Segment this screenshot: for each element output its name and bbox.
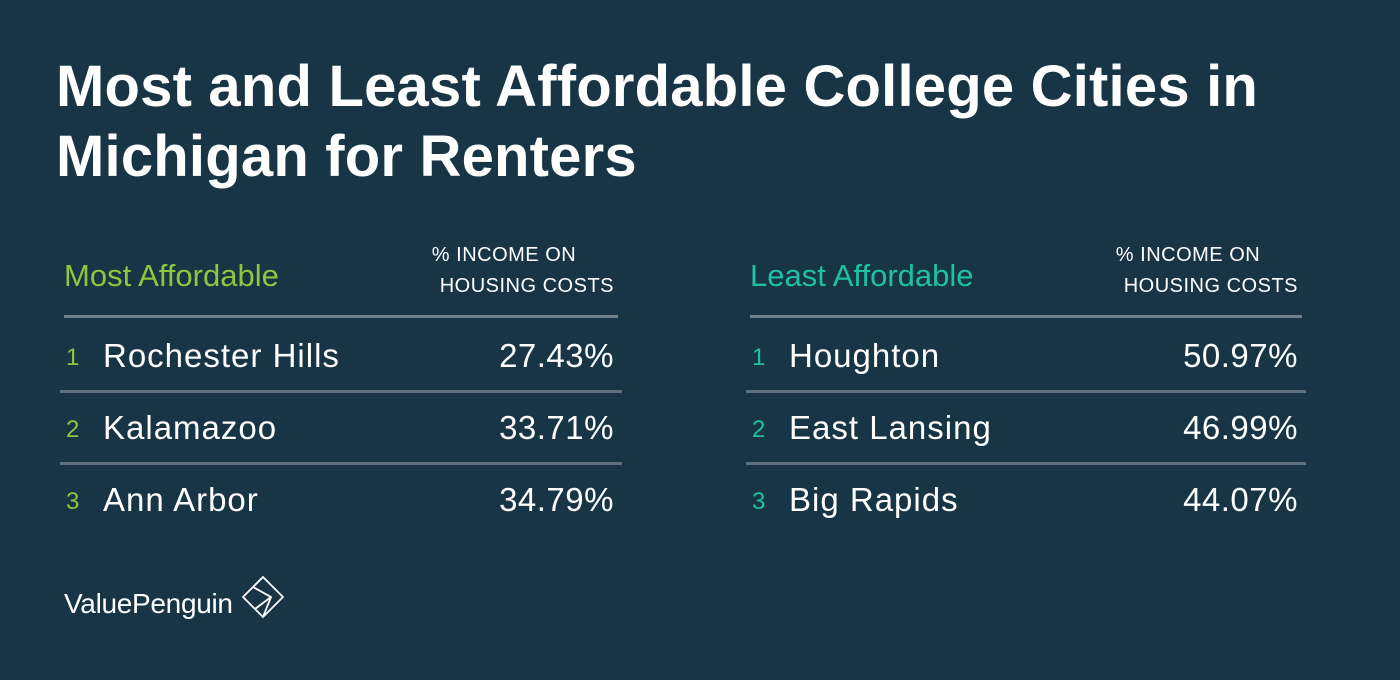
table-row: 3 Big Rapids 44.07% bbox=[746, 464, 1306, 536]
column-header-line1: % INCOME ON bbox=[1115, 244, 1261, 266]
row-city: Kalamazoo bbox=[103, 409, 278, 446]
row-city: East Lansing bbox=[789, 409, 992, 446]
column-header: % INCOME ON HOUSING COSTS bbox=[1078, 240, 1298, 302]
row-divider bbox=[60, 462, 622, 465]
column-header-line1: % INCOME ON bbox=[431, 244, 577, 266]
most-affordable-table: Most Affordable % INCOME ON HOUSING COST… bbox=[60, 240, 622, 518]
row-divider bbox=[746, 390, 1306, 393]
table-row: 3 Ann Arbor 34.79% bbox=[60, 464, 622, 536]
row-city: Ann Arbor bbox=[103, 481, 259, 518]
table-label: Least Affordable bbox=[750, 258, 974, 293]
header-divider bbox=[64, 315, 618, 318]
table-row: 2 Kalamazoo 33.71% bbox=[60, 392, 622, 465]
row-city: Rochester Hills bbox=[103, 337, 340, 374]
table-row: 1 Houghton 50.97% bbox=[746, 320, 1306, 393]
row-rank: 2 bbox=[752, 416, 766, 443]
least-affordable-table: Least Affordable % INCOME ON HOUSING COS… bbox=[746, 240, 1306, 518]
table-row: 1 Rochester Hills 27.43% bbox=[60, 320, 622, 393]
brand-name: ValuePenguin bbox=[64, 588, 233, 619]
row-value: 46.99% bbox=[1183, 409, 1298, 446]
row-value: 27.43% bbox=[499, 337, 614, 374]
table-rows: 1 Houghton 50.97% 2 East Lansing 46.99% … bbox=[746, 320, 1306, 536]
row-value: 34.79% bbox=[499, 481, 614, 518]
row-city: Big Rapids bbox=[789, 481, 959, 518]
row-rank: 1 bbox=[752, 344, 766, 371]
row-rank: 1 bbox=[66, 344, 80, 371]
page-title: Most and Least Affordable College Cities… bbox=[56, 54, 1259, 189]
table-row: 2 East Lansing 46.99% bbox=[746, 392, 1306, 465]
row-rank: 3 bbox=[752, 488, 766, 515]
row-value: 33.71% bbox=[499, 409, 614, 446]
table-header: Most Affordable % INCOME ON HOUSING COST… bbox=[60, 240, 622, 318]
brand: ValuePenguin bbox=[64, 576, 285, 620]
diamond-logo-icon bbox=[241, 576, 284, 618]
column-header-line2: HOUSING COSTS bbox=[439, 275, 614, 297]
column-header-line2: HOUSING COSTS bbox=[1123, 275, 1298, 297]
row-value: 50.97% bbox=[1183, 337, 1298, 374]
table-label: Most Affordable bbox=[64, 258, 279, 293]
row-value: 44.07% bbox=[1183, 481, 1298, 518]
table-rows: 1 Rochester Hills 27.43% 2 Kalamazoo 33.… bbox=[60, 320, 622, 536]
column-header: % INCOME ON HOUSING COSTS bbox=[394, 240, 614, 302]
table-header: Least Affordable % INCOME ON HOUSING COS… bbox=[746, 240, 1306, 318]
row-divider bbox=[746, 462, 1306, 465]
row-rank: 2 bbox=[66, 416, 80, 443]
row-city: Houghton bbox=[789, 337, 941, 374]
row-divider bbox=[60, 390, 622, 393]
row-rank: 3 bbox=[66, 488, 80, 515]
header-divider bbox=[750, 315, 1302, 318]
